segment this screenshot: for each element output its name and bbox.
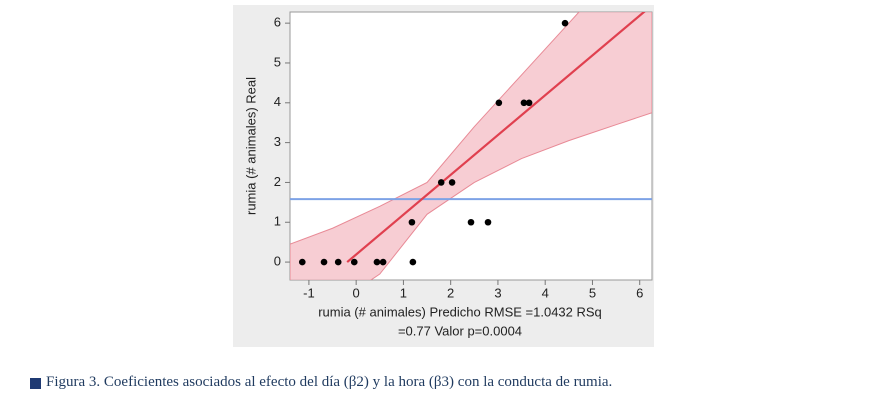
y-axis-label: rumia (# animales) Real: [243, 77, 258, 215]
x-tick-label: 0: [353, 285, 360, 300]
plot-content: [290, 12, 652, 280]
figure-caption: Figura 3. Coeficientes asociados al efec…: [46, 374, 613, 390]
y-tick-label: 1: [274, 214, 281, 229]
x-tick-label: 4: [542, 285, 549, 300]
data-point: [379, 258, 387, 266]
x-tick-label: -1: [303, 285, 315, 300]
x-axis-label: =0.77 Valor p=0.0004: [398, 323, 522, 338]
y-tick-label: 0: [274, 254, 281, 269]
x-axis-label: rumia (# animales) Predicho RMSE =1.0432…: [318, 304, 602, 319]
data-point: [334, 258, 342, 266]
data-point: [561, 19, 569, 27]
x-tick-label: 1: [400, 285, 407, 300]
data-point: [520, 99, 528, 107]
data-point: [373, 258, 381, 266]
data-point: [448, 179, 456, 186]
x-tick-label: 6: [636, 285, 643, 300]
caption-marker: [30, 378, 41, 389]
data-point: [495, 99, 503, 107]
fit-line: [346, 12, 646, 263]
y-tick-label: 3: [274, 134, 281, 149]
y-tick-label: 6: [274, 15, 281, 30]
data-point: [409, 258, 417, 266]
data-point: [525, 99, 533, 107]
chart: rumia (# animales) Real rumia (# animale…: [233, 5, 654, 347]
x-tick-label: 3: [494, 285, 501, 300]
data-point: [350, 258, 358, 266]
x-tick-label: 2: [447, 285, 454, 300]
y-tick-label: 4: [274, 94, 281, 109]
confidence-band: [290, 12, 652, 280]
data-point: [408, 218, 416, 226]
data-point: [484, 218, 492, 226]
data-point: [320, 258, 328, 266]
data-point: [437, 179, 445, 186]
y-tick-label: 2: [274, 174, 281, 189]
data-point: [298, 258, 306, 266]
data-point: [467, 218, 475, 226]
y-tick-label: 5: [274, 54, 281, 69]
x-tick-label: 5: [589, 285, 596, 300]
